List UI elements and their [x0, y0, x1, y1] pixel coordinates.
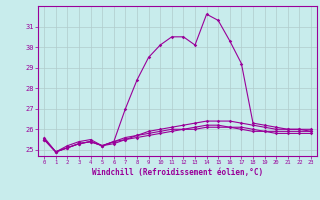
X-axis label: Windchill (Refroidissement éolien,°C): Windchill (Refroidissement éolien,°C)	[92, 168, 263, 177]
